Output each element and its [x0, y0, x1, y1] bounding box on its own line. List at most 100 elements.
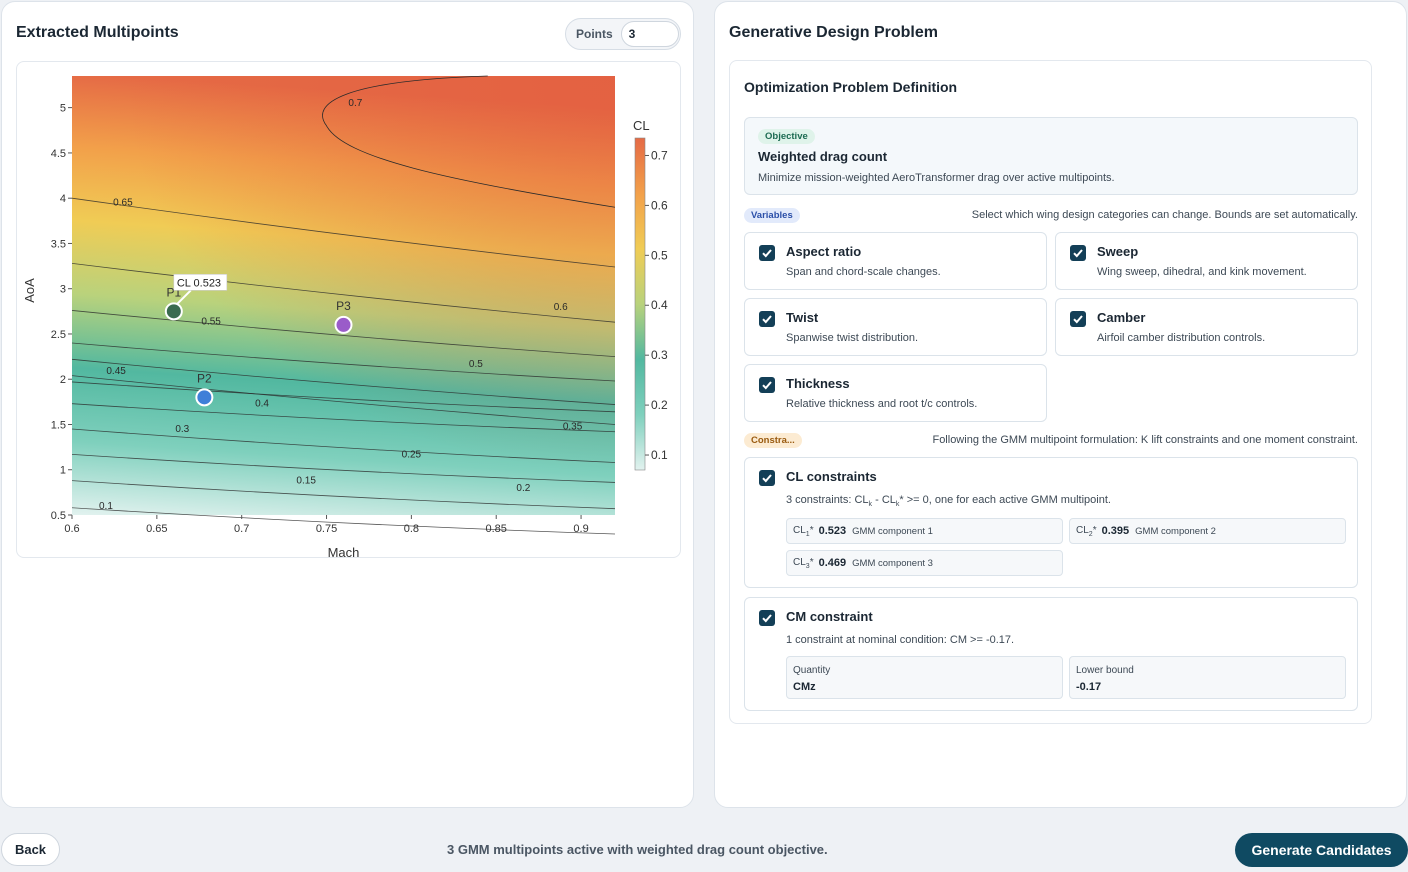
- points-input[interactable]: 3: [620, 21, 679, 47]
- multipoint-marker-p2[interactable]: [195, 388, 214, 407]
- check-icon: [762, 474, 772, 483]
- multipoint-label: P2: [197, 371, 212, 385]
- contour-line-0-45: [71, 375, 616, 425]
- cm-constraint-checkbox[interactable]: [759, 610, 775, 626]
- check-icon: [1073, 249, 1083, 258]
- back-button[interactable]: Back: [1, 833, 60, 866]
- contour-label: 0.15: [296, 476, 316, 487]
- y-tick-label: 5: [60, 103, 66, 115]
- colorbar-tick-label: 0.3: [651, 348, 668, 362]
- cm-constraint-box[interactable]: CM constraint 1 constraint at nominal co…: [744, 597, 1358, 711]
- check-icon: [1073, 315, 1083, 324]
- variable-desc: Airfoil camber distribution controls.: [1097, 332, 1266, 344]
- multipoints-panel: Extracted Multipoints Points 3 0.1 0.15 0.…: [1, 1, 694, 808]
- cl-constraints-checkbox[interactable]: [759, 470, 775, 486]
- contour-line-0-65: [71, 197, 616, 268]
- cm-bound-cell: Lower bound -0.17: [1069, 656, 1346, 699]
- constraints-note: Following the GMM multipoint formulation…: [932, 434, 1358, 446]
- multipoint-marker-p1[interactable]: [164, 302, 183, 321]
- contour-label: 0.6: [554, 302, 568, 313]
- contour-line-0-35: [71, 381, 616, 413]
- objective-box: Objective Weighted drag count Minimize m…: [744, 117, 1358, 195]
- cl-target-chip-2: CL2* 0.395 GMM component 2: [1069, 518, 1346, 544]
- variable-desc: Wing sweep, dihedral, and kink movement.: [1097, 266, 1307, 278]
- aspect-ratio-checkbox[interactable]: [759, 245, 775, 261]
- x-tick-label: 0.75: [316, 523, 337, 535]
- contour-line-0-4: [71, 358, 616, 405]
- y-tick-label: 2: [60, 374, 66, 386]
- variable-sweep[interactable]: Sweep Wing sweep, dihedral, and kink mov…: [1055, 232, 1358, 290]
- y-tick-label: 0.5: [51, 510, 66, 522]
- variable-title: Aspect ratio: [786, 244, 862, 259]
- contour-heatmap-tint: [72, 76, 615, 515]
- variables-tag: Variables: [744, 208, 800, 223]
- variable-desc: Span and chord-scale changes.: [786, 266, 941, 278]
- optimization-definition-title: Optimization Problem Definition: [744, 79, 958, 95]
- objective-tag: Objective: [758, 129, 815, 144]
- contour-chart-svg[interactable]: 0.10.150.20.250.3 0.350.40.450.50.550.60.…: [17, 62, 681, 558]
- contour-label: 0.65: [113, 198, 133, 209]
- y-axis-title: AoA: [22, 278, 37, 303]
- cl-constraints-box[interactable]: CL constraints 3 constraints: CLk - CLk*…: [744, 457, 1358, 588]
- variable-aspect-ratio[interactable]: Aspect ratio Span and chord-scale change…: [744, 232, 1047, 290]
- contour-label: 0.55: [201, 316, 221, 327]
- cl-target-chip-3: CL3* 0.469 GMM component 3: [786, 550, 1063, 576]
- sweep-checkbox[interactable]: [1070, 245, 1086, 261]
- camber-checkbox[interactable]: [1070, 311, 1086, 327]
- check-icon: [762, 381, 772, 390]
- check-icon: [762, 315, 772, 324]
- x-tick-label: 0.6: [64, 523, 79, 535]
- x-tick-label: 0.7: [234, 523, 249, 535]
- y-tick-label: 1.5: [51, 419, 66, 431]
- contour-line-0-7: [322, 75, 616, 208]
- colorbar-tick-label: 0.6: [651, 198, 668, 212]
- design-problem-title: Generative Design Problem: [729, 24, 938, 41]
- twist-checkbox[interactable]: [759, 311, 775, 327]
- contour-line-0-3: [71, 403, 616, 433]
- contour-label: 0.45: [106, 366, 126, 377]
- colorbar-tick-label: 0.4: [651, 298, 668, 312]
- variable-title: Sweep: [1097, 244, 1139, 259]
- contour-line-0-6: [71, 262, 616, 323]
- x-axis-title: Mach: [328, 545, 360, 558]
- hover-box: [173, 274, 228, 291]
- contour-line-0-15: [71, 480, 616, 510]
- contour-line-0-5: [71, 342, 616, 382]
- x-tick-label: 0.65: [146, 523, 167, 535]
- variable-thickness[interactable]: Thickness Relative thickness and root t/…: [744, 364, 1047, 422]
- cm-constraint-desc: 1 constraint at nominal condition: CM >=…: [786, 634, 1015, 646]
- quantity-label: Quantity: [793, 665, 831, 676]
- contour-label: 0.7: [348, 98, 362, 109]
- multipoint-marker-p3[interactable]: [334, 315, 353, 334]
- variable-camber[interactable]: Camber Airfoil camber distribution contr…: [1055, 298, 1358, 356]
- y-tick-label: 1: [60, 465, 66, 477]
- constraints-header: Constra... Following the GMM multipoint …: [744, 433, 1358, 449]
- objective-title: Weighted drag count: [758, 149, 888, 164]
- cm-quantity-cell: Quantity CMz: [786, 656, 1063, 699]
- colorbar-tick-label: 0.2: [651, 398, 668, 412]
- hover-label: CL 0.523: [177, 277, 221, 289]
- points-control: Points 3: [565, 18, 681, 50]
- colorbar-tick-label: 0.5: [651, 248, 668, 262]
- cl-constraints-title: CL constraints: [786, 469, 877, 484]
- variable-title: Thickness: [786, 376, 850, 391]
- contour-label: 0.25: [402, 449, 422, 460]
- check-icon: [762, 614, 772, 623]
- thickness-checkbox[interactable]: [759, 377, 775, 393]
- variable-title: Camber: [1097, 310, 1146, 325]
- generate-candidates-button[interactable]: Generate Candidates: [1235, 833, 1408, 867]
- lower-bound-value: -0.17: [1076, 681, 1102, 693]
- x-tick-label: 0.9: [573, 523, 588, 535]
- contour-chart[interactable]: 0.1 0.15 0.2 0.25 0.3 0.35 0.4 0.45 0.5 0.55 0.6 0.…: [16, 61, 681, 558]
- y-tick-label: 2.5: [51, 329, 66, 341]
- hover-connector: [176, 289, 192, 306]
- contour-label: 0.4: [255, 399, 269, 410]
- optimization-definition-card: Optimization Problem Definition Objectiv…: [729, 60, 1372, 724]
- cm-constraint-title: CM constraint: [786, 609, 873, 624]
- contour-line-0-25: [71, 428, 616, 463]
- variable-desc: Spanwise twist distribution.: [786, 332, 919, 344]
- quantity-value: CMz: [793, 681, 816, 693]
- contour-label: 0.2: [516, 483, 530, 494]
- variable-twist[interactable]: Twist Spanwise twist distribution.: [744, 298, 1047, 356]
- contour-line-0-1: [71, 507, 616, 535]
